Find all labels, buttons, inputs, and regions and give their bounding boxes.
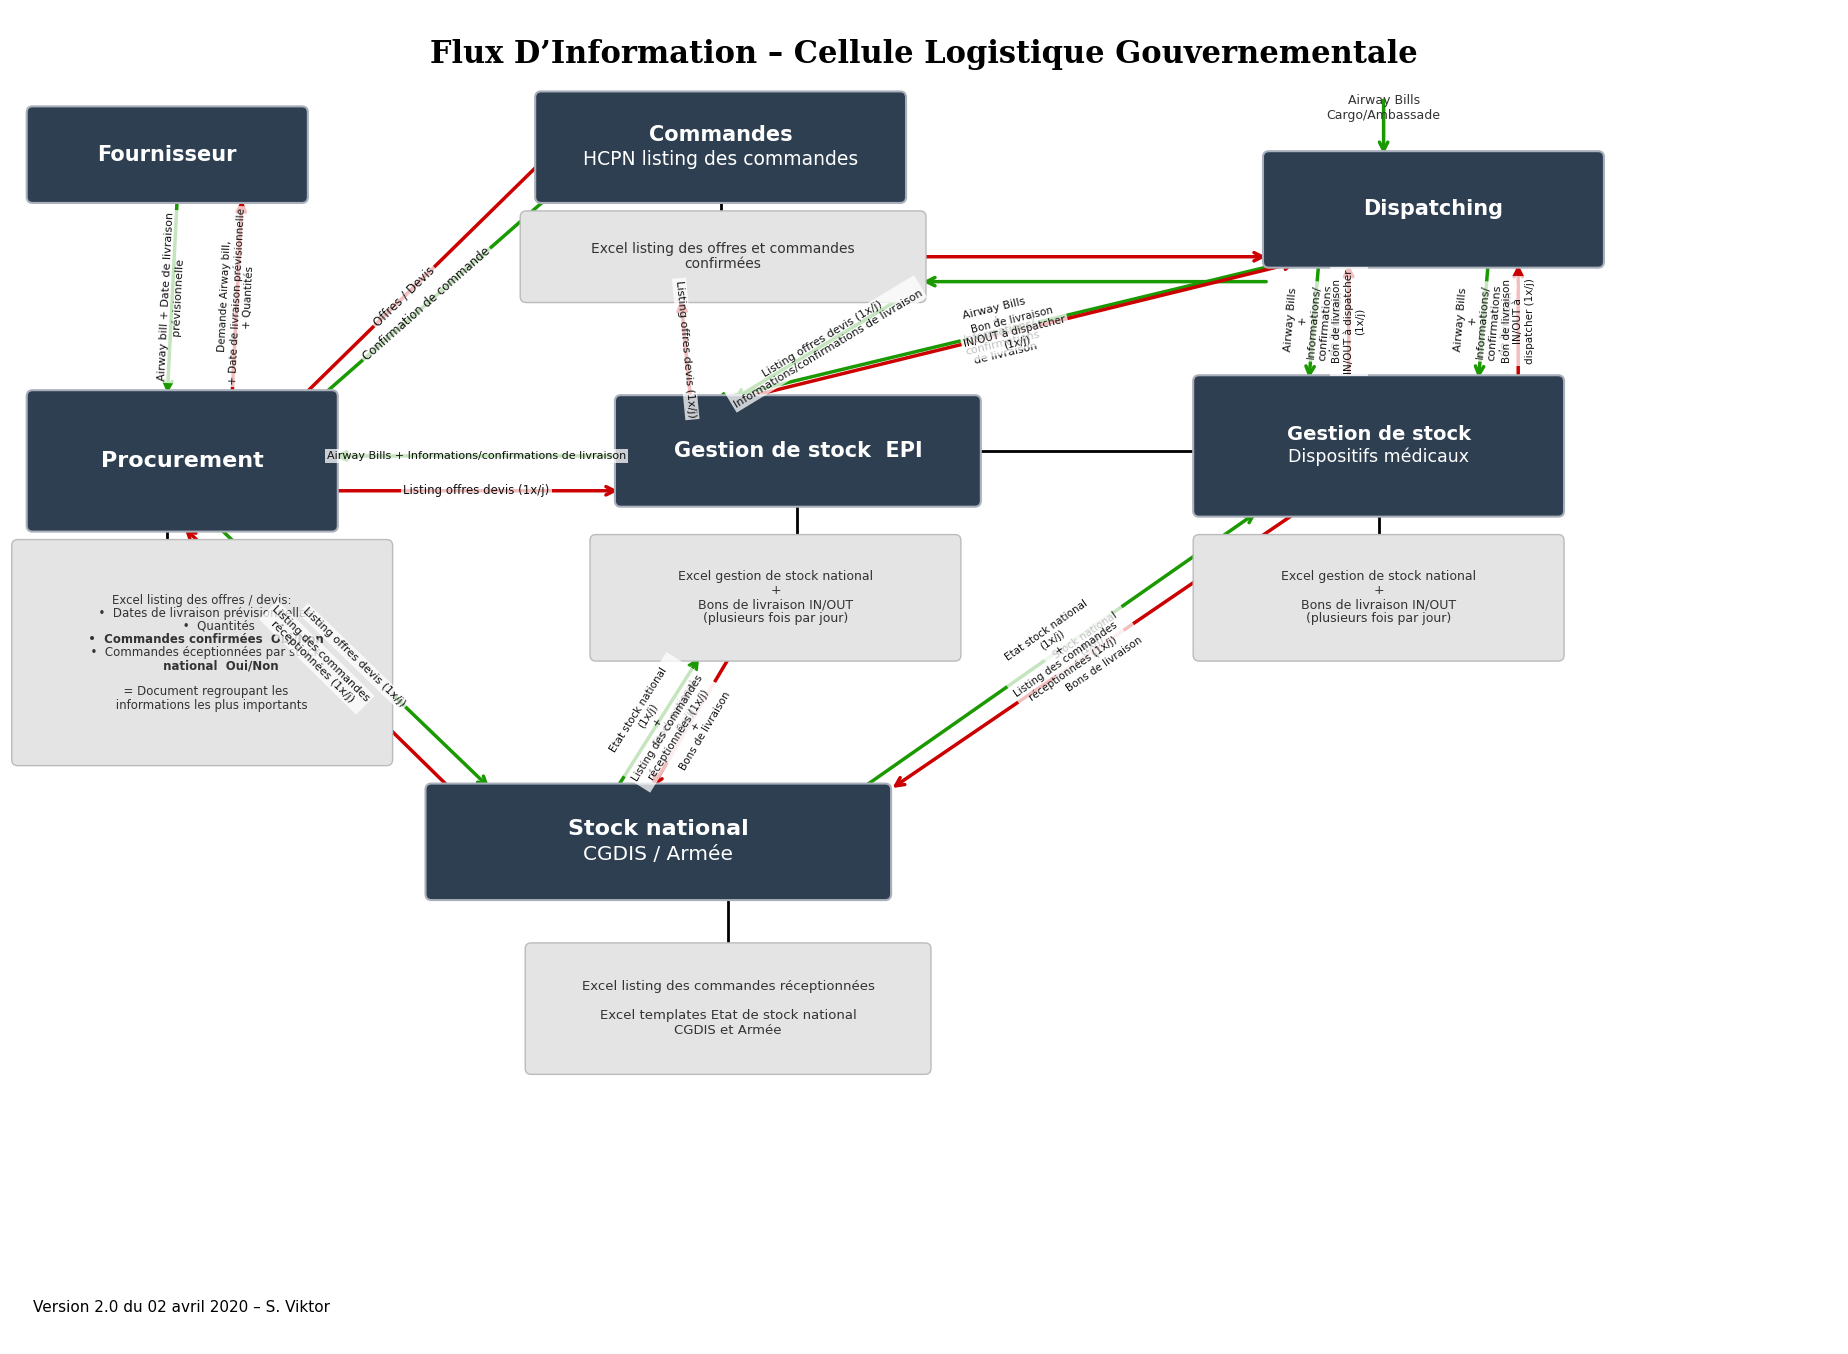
Text: +: + (1373, 585, 1384, 597)
FancyBboxPatch shape (1194, 375, 1563, 517)
FancyBboxPatch shape (26, 390, 338, 532)
Text: confirmées: confirmées (684, 257, 761, 271)
Text: = Document regroupant les: = Document regroupant les (116, 685, 288, 699)
Text: •  Commandes éceptionnées par stock: • Commandes éceptionnées par stock (83, 646, 322, 659)
Text: Gestion de stock  EPI: Gestion de stock EPI (673, 441, 922, 460)
Text: Flux D’Information – Cellule Logistique Gouvernementale: Flux D’Information – Cellule Logistique … (431, 39, 1417, 70)
Text: •  Quantités: • Quantités (150, 620, 255, 632)
FancyBboxPatch shape (536, 92, 906, 203)
Text: (plusieurs fois par jour): (plusieurs fois par jour) (1307, 612, 1451, 626)
Text: Version 2.0 du 02 avril 2020 – S. Viktor: Version 2.0 du 02 avril 2020 – S. Viktor (33, 1300, 329, 1315)
FancyBboxPatch shape (11, 539, 392, 765)
Text: Fournisseur: Fournisseur (98, 145, 237, 165)
Text: Dispatching: Dispatching (1364, 199, 1504, 219)
Text: •  Dates de livraison prévisionnelles: • Dates de livraison prévisionnelles (92, 607, 312, 620)
FancyBboxPatch shape (590, 535, 961, 661)
Text: Bon de livraison
IN/OUT à dispatcher
(1x/j): Bon de livraison IN/OUT à dispatcher (1x… (1332, 269, 1366, 374)
Text: +: + (771, 585, 780, 597)
Text: Listing offres devis (1x/j)
Informations/confirmations de livraison: Listing offres devis (1x/j) Informations… (726, 278, 924, 410)
Text: Listing des commandes
réceptionnées (1x/j): Listing des commandes réceptionnées (1x/… (262, 604, 371, 712)
Text: Bons de livraison IN/OUT: Bons de livraison IN/OUT (1301, 598, 1456, 611)
Text: Excel gestion de stock national: Excel gestion de stock national (1281, 570, 1477, 584)
Text: Etat stock national
(1x/j)
+
Listing des commandes
réceptionnées (1x/j): Etat stock national (1x/j) + Listing des… (992, 592, 1127, 709)
Text: Confirmation de commande: Confirmation de commande (360, 245, 493, 363)
Text: Airway Bills
+
Informations/
confirmations
de livraison: Airway Bills + Informations/ confirmatio… (955, 295, 1044, 368)
FancyBboxPatch shape (525, 942, 931, 1074)
Text: Airway Bills
Cargo/Ambassade: Airway Bills Cargo/Ambassade (1327, 95, 1441, 122)
Text: Bon de livraison
IN/OUT à dispatcher
(1x/j): Bon de livraison IN/OUT à dispatcher (1x… (959, 302, 1070, 360)
Text: Airway Bills + Informations/confirmations de livraison: Airway Bills + Informations/confirmation… (327, 451, 626, 460)
Text: Excel templates Etat de stock national: Excel templates Etat de stock national (601, 1010, 856, 1022)
Text: Airway Bills
+
Informations/
confirmations
de livraison: Airway Bills + Informations/ confirmatio… (1453, 282, 1515, 362)
Text: Stock national
(1x/j)
+
Bons de livraison: Stock national (1x/j) + Bons de livraiso… (649, 673, 734, 772)
Text: (plusieurs fois par jour): (plusieurs fois par jour) (702, 612, 848, 626)
FancyBboxPatch shape (26, 107, 309, 203)
FancyBboxPatch shape (521, 211, 926, 302)
FancyBboxPatch shape (615, 395, 981, 506)
FancyBboxPatch shape (425, 784, 891, 900)
Text: Dispositifs médicaux: Dispositifs médicaux (1288, 448, 1469, 466)
Text: Excel listing des commandes réceptionnées: Excel listing des commandes réceptionnée… (582, 980, 874, 992)
Text: Airway bill + Date de livraison
prévisionnelle: Airway bill + Date de livraison prévisio… (157, 211, 188, 382)
Text: Etat stock national
(1x/j)
+
Listing des commandes
réceptionnées (1x/j): Etat stock national (1x/j) + Listing des… (601, 655, 715, 789)
Text: Commandes: Commandes (649, 125, 793, 145)
Text: Airway Bills
+
Informations/
confirmations
de livraison: Airway Bills + Informations/ confirmatio… (1283, 282, 1345, 362)
Text: Demande Airway bill,
+ Date de livraison prévisionnelle
+ Quantités: Demande Airway bill, + Date de livraison… (216, 207, 259, 386)
Text: Excel gestion de stock national: Excel gestion de stock national (678, 570, 872, 584)
Text: Excel listing des offres / devis:: Excel listing des offres / devis: (113, 593, 292, 607)
Text: Stock national
(1x/j)
+
Bons de livraison: Stock national (1x/j) + Bons de livraiso… (1044, 607, 1144, 693)
Text: Listing offres devis (1x/j): Listing offres devis (1x/j) (301, 607, 407, 709)
Text: national  Oui/Non: national Oui/Non (126, 659, 279, 672)
Text: Bon de livraison
IN/OUT à
dispatcher (1x/j): Bon de livraison IN/OUT à dispatcher (1x… (1502, 279, 1536, 364)
Text: informations les plus importants: informations les plus importants (96, 699, 307, 712)
Text: CGDIS et Armée: CGDIS et Armée (675, 1024, 782, 1037)
FancyBboxPatch shape (1262, 152, 1604, 268)
FancyBboxPatch shape (1194, 535, 1563, 661)
Text: Procurement: Procurement (102, 451, 264, 471)
Text: •  Commandes confirmées  Oui/Non: • Commandes confirmées Oui/Non (79, 632, 323, 646)
Text: HCPN listing des commandes: HCPN listing des commandes (582, 150, 857, 169)
Text: Excel listing des offres et commandes: Excel listing des offres et commandes (591, 242, 856, 256)
Text: Listing offres devis (1x/j): Listing offres devis (1x/j) (403, 485, 549, 497)
Text: Offres / Devis: Offres / Devis (371, 264, 438, 329)
Text: CGDIS / Armée: CGDIS / Armée (584, 845, 734, 864)
Text: Gestion de stock: Gestion de stock (1286, 425, 1471, 444)
Text: Listing offres devis (1x/j): Listing offres devis (1x/j) (675, 280, 697, 418)
Text: Stock national: Stock national (567, 819, 748, 839)
Text: Bons de livraison IN/OUT: Bons de livraison IN/OUT (699, 598, 854, 611)
